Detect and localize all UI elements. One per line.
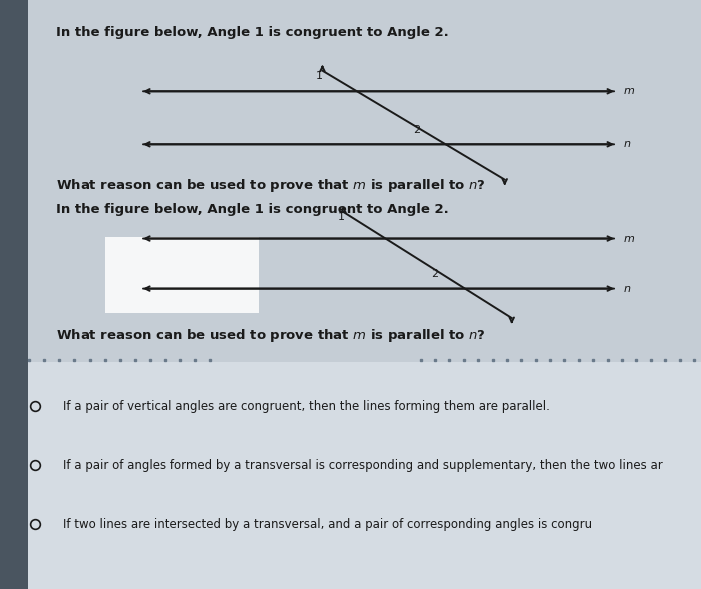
Text: 2: 2: [414, 125, 421, 135]
Text: 1: 1: [338, 212, 345, 222]
Text: n: n: [624, 284, 631, 293]
Text: If two lines are intersected by a transversal, and a pair of corresponding angle: If two lines are intersected by a transv…: [63, 518, 592, 531]
Text: m: m: [624, 234, 635, 243]
Text: 2: 2: [431, 269, 438, 279]
Text: m: m: [624, 87, 635, 96]
Text: What reason can be used to prove that $m$ is parallel to $n$?: What reason can be used to prove that $m…: [56, 177, 486, 194]
Text: In the figure below, Angle 1 is congruent to Angle 2.: In the figure below, Angle 1 is congruen…: [56, 203, 449, 216]
Text: 1: 1: [315, 71, 322, 81]
FancyBboxPatch shape: [0, 362, 701, 589]
Text: n: n: [624, 140, 631, 149]
FancyBboxPatch shape: [0, 0, 28, 589]
Text: If a pair of angles formed by a transversal is corresponding and supplementary, : If a pair of angles formed by a transver…: [63, 459, 663, 472]
FancyBboxPatch shape: [105, 237, 259, 313]
Text: If a pair of vertical angles are congruent, then the lines forming them are para: If a pair of vertical angles are congrue…: [63, 400, 550, 413]
Text: In the figure below, Angle 1 is congruent to Angle 2.: In the figure below, Angle 1 is congruen…: [56, 26, 449, 39]
Text: What reason can be used to prove that $m$ is parallel to $n$?: What reason can be used to prove that $m…: [56, 327, 486, 344]
